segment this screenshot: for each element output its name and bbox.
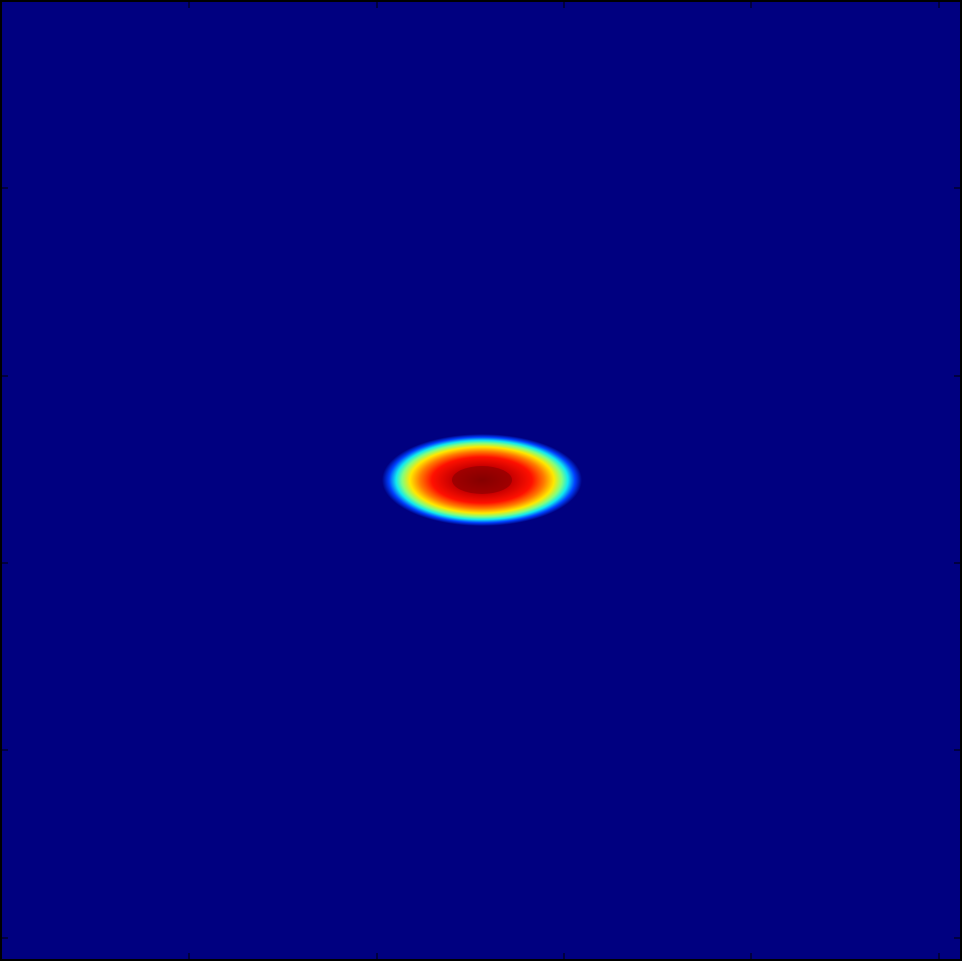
heatmap-layer bbox=[382, 434, 582, 526]
heat-core bbox=[452, 466, 512, 494]
